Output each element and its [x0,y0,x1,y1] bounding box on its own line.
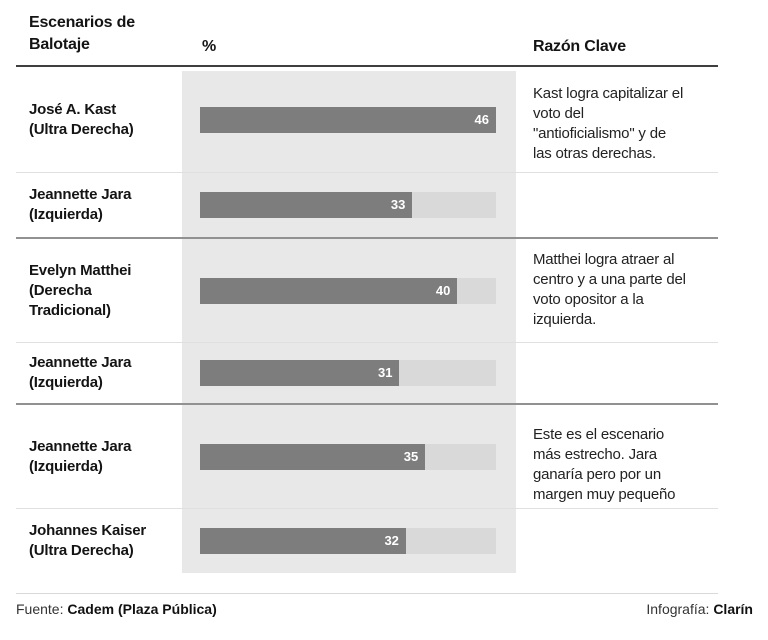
bar-track: 46 [200,106,496,133]
reason-text: Matthei logra atraer al centro y a una p… [533,251,686,328]
bar-track: 35 [200,443,496,470]
bar-kast: 46 [200,106,496,133]
chart-background-panel [182,71,516,573]
table-row: José A. Kast (Ultra Derecha) 46 Kast log… [0,67,768,172]
chart-rows: José A. Kast (Ultra Derecha) 46 Kast log… [0,67,768,573]
candidate-name: Jeannette Jara (Izquierda) [29,186,132,223]
bar-jara-2: 31 [200,360,400,386]
candidate-name: Johannes Kaiser (Ultra Derecha) [29,522,147,559]
reason-text: Este es el escenario más estrecho. Jara … [533,426,676,503]
table-row: Jeannette Jara (Izquierda) 33 [0,173,768,237]
bar-value: 35 [403,448,419,464]
bar-track: 32 [200,528,496,554]
candidate-name: Evelyn Matthei (Derecha Tradicional) [29,261,132,319]
bar-jara-3: 35 [200,443,426,470]
candidate-name: Jeannette Jara (Izquierda) [29,437,132,475]
table-row: Jeannette Jara (Izquierda) 35 Este es el… [0,405,768,508]
group-separator [16,237,718,239]
bar-value: 40 [435,282,451,298]
bar-value: 31 [378,365,393,380]
bar-matthei: 40 [200,277,458,304]
bar-value: 32 [384,533,399,548]
bar-track: 40 [200,277,496,304]
candidate-name: Jeannette Jara (Izquierda) [29,354,132,391]
bar-kaiser: 32 [200,528,406,554]
row-separator [16,342,718,343]
bar-jara-1: 33 [200,192,413,218]
column-header-percent: % [202,38,217,55]
table-row: Jeannette Jara (Izquierda) 31 [0,343,768,403]
bar-value: 33 [390,197,406,212]
bar-track: 33 [200,192,496,218]
infographic-credit: Infografía: Clarín [646,601,753,617]
column-header-reason: Razón Clave [533,38,626,55]
row-separator [16,508,718,509]
column-header-scenarios: Escenarios de Balotaje [29,14,135,53]
table-row: Johannes Kaiser (Ultra Derecha) 32 [0,509,768,573]
row-separator [16,172,718,173]
bar-value: 46 [474,111,489,127]
footer-rule [16,593,718,594]
footer: Fuente: Cadem (Plaza Pública) Infografía… [16,601,753,617]
reason-text: Kast logra capitalizar el voto del "anti… [533,85,684,162]
group-separator [16,403,718,405]
candidate-name: José A. Kast (Ultra Derecha) [29,100,134,138]
bar-track: 31 [200,360,496,386]
table-row: Evelyn Matthei (Derecha Tradicional) 40 … [0,239,768,342]
source-credit: Fuente: Cadem (Plaza Pública) [16,601,217,617]
header-rule [16,65,718,67]
